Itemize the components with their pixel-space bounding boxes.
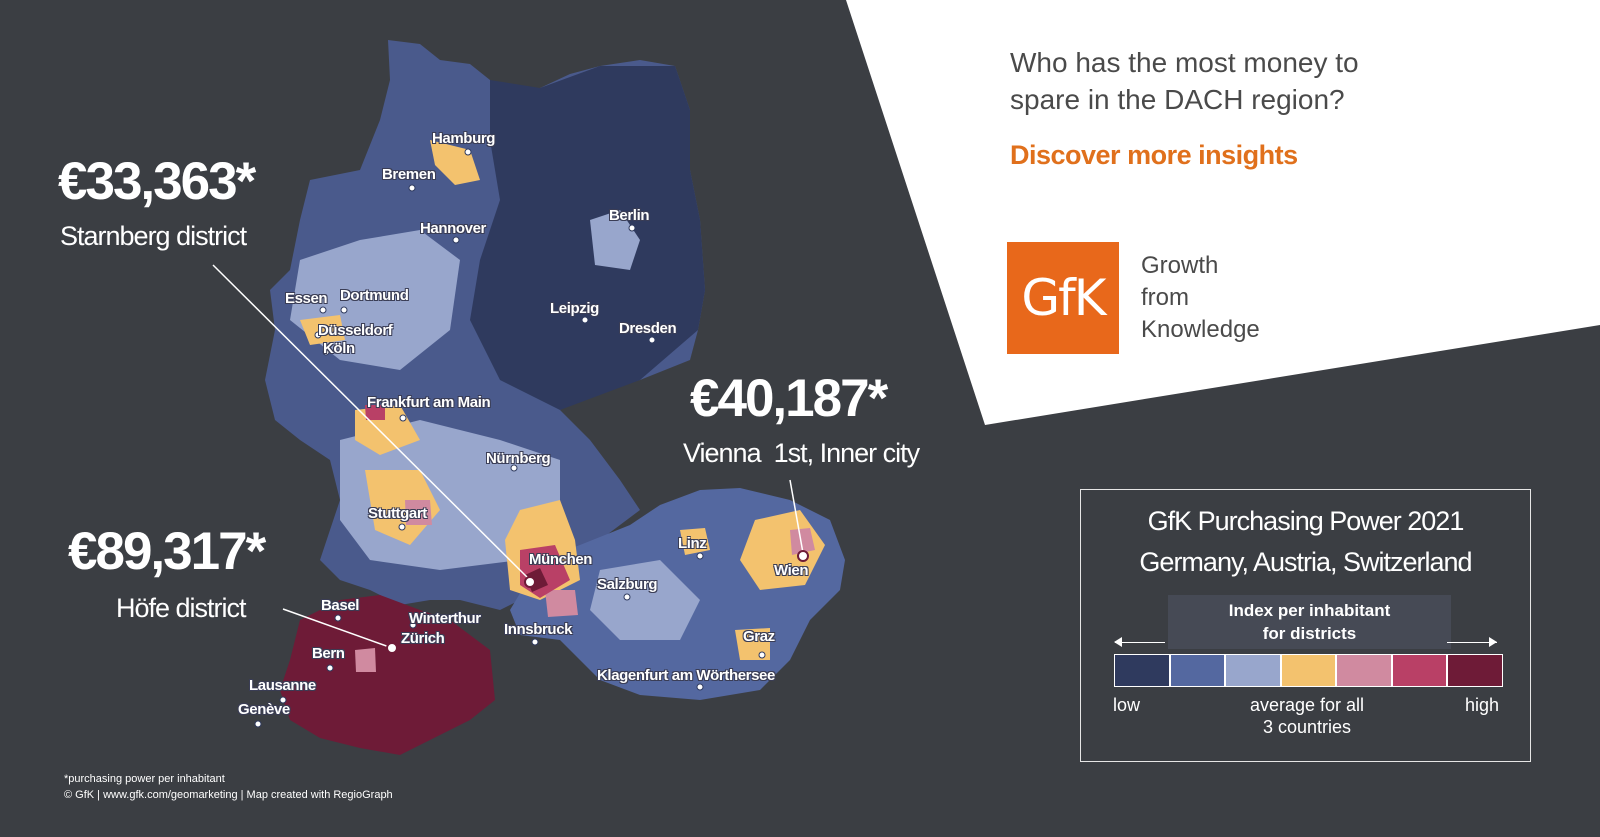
- vienna-value: €40,187*: [690, 369, 888, 428]
- city-label-stuttgart: Stuttgart: [368, 505, 427, 522]
- legend-swatch-1: [1115, 655, 1169, 686]
- legend-swatch-3: [1226, 655, 1280, 686]
- discover-insights-link[interactable]: Discover more insights: [1010, 140, 1298, 170]
- legend-subtitle-line-1: Index per inhabitant: [1228, 601, 1391, 620]
- city-label-dresden: Dresden: [619, 320, 677, 337]
- city-label-koeln: Köln: [323, 340, 355, 357]
- city-label-nuernberg: Nürnberg: [486, 450, 551, 467]
- city-label-frankfurt: Frankfurt am Main: [367, 394, 491, 411]
- city-label-lausanne: Lausanne: [249, 677, 316, 694]
- legend-low-label: low: [1113, 695, 1141, 715]
- city-label-dortmund: Dortmund: [340, 287, 409, 304]
- vienna-label: Vienna 1st, Inner city: [683, 438, 920, 468]
- city-label-winterthur: Winterthur: [409, 610, 481, 627]
- arrow-right-line: [1447, 642, 1497, 643]
- hofe-value: €89,317*: [68, 522, 266, 581]
- legend: GfK Purchasing Power 2021 Germany, Austr…: [1080, 489, 1531, 762]
- legend-average-label-line-2: 3 countries: [1262, 717, 1352, 737]
- hofe-label: Höfe district: [116, 593, 247, 623]
- city-label-bremen: Bremen: [382, 166, 436, 183]
- berlin-region: [590, 210, 640, 270]
- headline-line-1: Who has the most money to: [1010, 47, 1359, 78]
- headline-line-2: spare in the DACH region?: [1010, 84, 1345, 115]
- starnberg-value: €33,363*: [58, 152, 256, 211]
- city-label-klagenfurt: Klagenfurt am Wörthersee: [597, 667, 775, 684]
- arrow-left-line: [1115, 642, 1165, 643]
- city-label-wien: Wien: [774, 562, 809, 579]
- city-label-salzburg: Salzburg: [597, 576, 658, 593]
- legend-subtitle-box: Index per inhabitant for districts: [1168, 595, 1451, 649]
- city-label-essen: Essen: [285, 290, 328, 307]
- city-label-duesseldorf: Düsseldorf: [318, 322, 393, 339]
- starnberg-label: Starnberg district: [60, 221, 247, 251]
- footnote-line-1: *purchasing power per inhabitant: [64, 773, 225, 785]
- legend-swatch-6: [1392, 655, 1447, 686]
- legend-swatch-7: [1448, 655, 1503, 686]
- city-label-zuerich: Zürich: [401, 630, 445, 647]
- city-label-linz: Linz: [678, 535, 707, 552]
- legend-swatch-2: [1170, 655, 1225, 686]
- legend-swatch-5: [1337, 655, 1391, 686]
- legend-title-line-2: Germany, Austria, Switzerland: [1139, 547, 1472, 577]
- city-dots: [254, 148, 766, 728]
- city-label-graz: Graz: [743, 628, 775, 645]
- callout-markers: [386, 550, 809, 654]
- tagline-knowledge: Knowledge: [1141, 316, 1260, 343]
- city-label-innsbruck: Innsbruck: [504, 621, 573, 638]
- city-label-bern: Bern: [312, 645, 345, 662]
- city-label-hamburg: Hamburg: [432, 130, 496, 147]
- arrow-left-icon: [1114, 637, 1122, 647]
- legend-color-scale: [1114, 654, 1503, 687]
- footnote-line-2: © GfK | www.gfk.com/geomarketing | Map c…: [64, 789, 393, 801]
- city-label-leipzig: Leipzig: [550, 300, 599, 317]
- east-germany-region: [470, 66, 705, 410]
- city-label-berlin: Berlin: [609, 207, 650, 224]
- city-label-geneve: Genève: [238, 701, 290, 718]
- tagline-growth: Growth: [1141, 252, 1219, 279]
- tagline-from: from: [1141, 284, 1189, 311]
- legend-swatch-4: [1281, 655, 1336, 686]
- high-clusters: [355, 500, 815, 672]
- austria-light-region: [590, 560, 700, 640]
- city-label-muenchen: München: [529, 551, 593, 568]
- city-label-basel: Basel: [321, 597, 360, 614]
- switzerland-region: [280, 595, 495, 755]
- gfk-logo: GfK: [1007, 242, 1119, 354]
- city-label-hannover: Hannover: [420, 220, 486, 237]
- legend-title-line-1: GfK Purchasing Power 2021: [1147, 506, 1465, 536]
- legend-average-label-line-1: average for all: [1249, 695, 1365, 715]
- callout-leader-lines: [212, 264, 804, 649]
- legend-subtitle-line-2: for districts: [1262, 624, 1357, 643]
- legend-high-label: high: [1465, 695, 1500, 715]
- gfk-logo-text: GfK: [1021, 269, 1106, 327]
- arrow-right-icon: [1489, 637, 1497, 647]
